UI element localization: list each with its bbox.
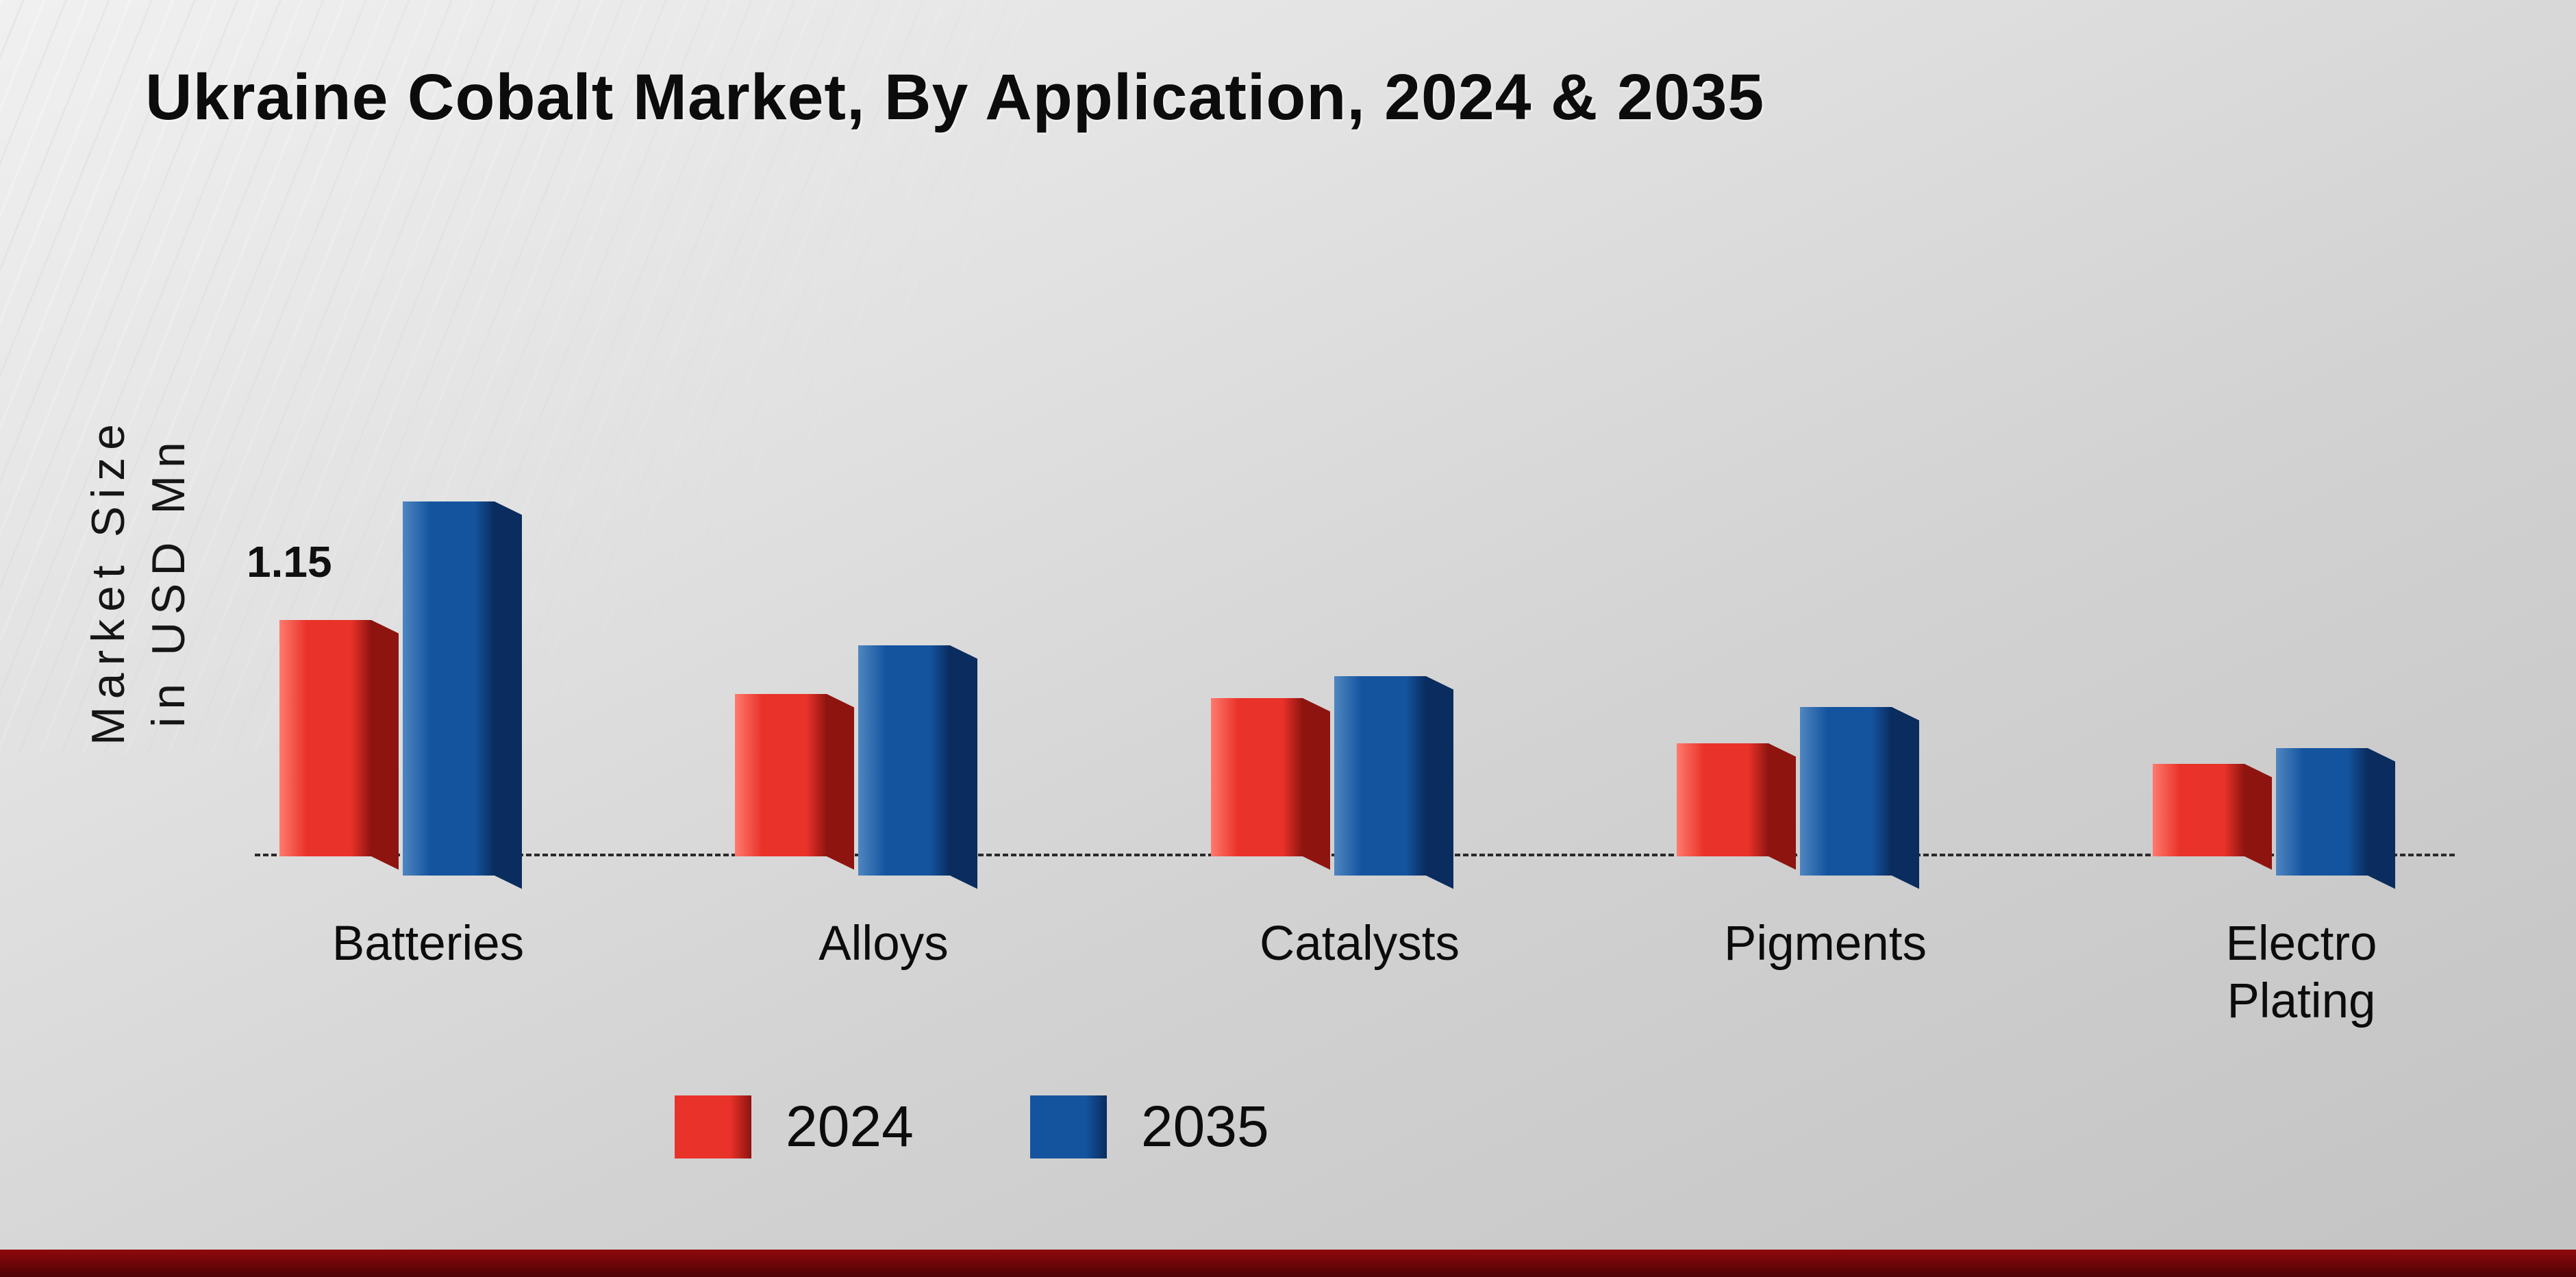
bar-front-face	[1211, 698, 1303, 856]
legend: 2024 2035	[675, 1093, 1269, 1160]
bar-side-face	[1426, 676, 1453, 889]
bar-side-face	[1303, 698, 1330, 870]
chart-title: Ukraine Cobalt Market, By Application, 2…	[145, 61, 1765, 134]
category-label-catalysts: Catalysts	[1260, 917, 1460, 971]
bar-2024-catalysts	[1211, 698, 1330, 870]
legend-swatch-2024	[675, 1095, 751, 1158]
category-label-batteries: Batteries	[332, 917, 525, 971]
bar-front-face	[279, 620, 371, 856]
bar-front-face	[1677, 743, 1768, 856]
bar-front-face	[1334, 676, 1426, 876]
bottom-accent-band	[0, 1250, 2576, 1277]
bar-2024-alloys	[735, 694, 854, 870]
legend-item-2035: 2035	[1029, 1093, 1269, 1160]
legend-swatch-2035	[1029, 1095, 1107, 1158]
legend-item-2024: 2024	[675, 1093, 914, 1160]
category-label-electro-plating: Electro Plating	[2225, 917, 2377, 1028]
legend-label-2035: 2035	[1140, 1094, 1269, 1158]
bar-2024-electro-plating	[2153, 764, 2272, 870]
bar-2035-catalysts	[1334, 676, 1453, 889]
bar-front-face	[2276, 748, 2368, 876]
bar-2024-batteries	[279, 620, 399, 870]
bar-side-face	[2244, 764, 2272, 870]
bar-group-catalysts	[1211, 657, 1453, 889]
bar-side-face	[2368, 748, 2395, 889]
bar-front-face	[735, 694, 827, 856]
bar-front-face	[403, 501, 495, 876]
bar-side-face	[1768, 743, 1796, 870]
legend-label-2024: 2024	[786, 1094, 914, 1158]
category-label-alloys: Alloys	[818, 917, 949, 971]
bar-2035-electro-plating	[2276, 748, 2395, 889]
bar-front-face	[2153, 764, 2244, 856]
bar-2035-batteries	[403, 501, 522, 889]
bar-side-face	[950, 645, 977, 889]
bar-group-batteries	[279, 482, 522, 889]
bar-group-electro-plating	[2153, 729, 2395, 889]
bar-2024-pigments	[1677, 743, 1796, 870]
bar-side-face	[495, 501, 522, 889]
bar-2035-pigments	[1800, 707, 1919, 889]
data-label-batteries-2024: 1.15	[247, 537, 332, 586]
bar-front-face	[858, 645, 950, 876]
bar-2035-alloys	[858, 645, 977, 889]
bar-side-face	[371, 620, 399, 870]
bar-front-face	[1800, 707, 1892, 876]
bar-side-face	[1892, 707, 1919, 889]
bar-side-face	[827, 694, 854, 870]
bar-group-pigments	[1677, 688, 1919, 889]
bar-group-alloys	[735, 626, 977, 889]
category-label-pigments: Pigments	[1724, 917, 1927, 971]
